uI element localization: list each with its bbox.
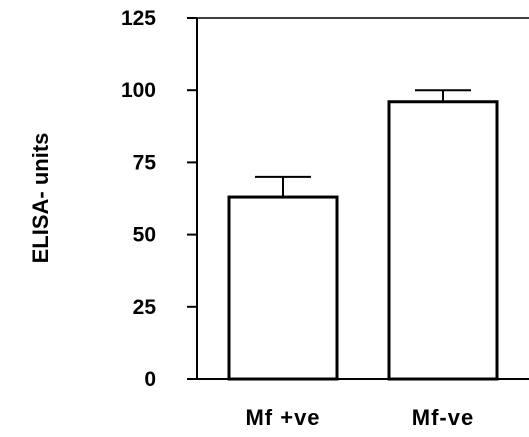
y-axis-title: ELISA- units — [28, 133, 53, 264]
x-category-label: Mf-ve — [412, 405, 474, 430]
y-tick-label: 0 — [144, 368, 156, 391]
y-tick-label: 100 — [121, 79, 156, 102]
x-category-label: Mf +ve — [245, 405, 320, 430]
y-tick-label: 125 — [121, 7, 156, 30]
bar — [227, 195, 339, 381]
plot-area: 0 25 50 75 100 125 Mf +ve Mf-ve — [121, 7, 529, 430]
y-tick-label: 50 — [133, 224, 156, 247]
y-tick-label: 75 — [133, 151, 157, 174]
bar — [387, 100, 499, 381]
y-tick-label: 25 — [133, 296, 157, 319]
